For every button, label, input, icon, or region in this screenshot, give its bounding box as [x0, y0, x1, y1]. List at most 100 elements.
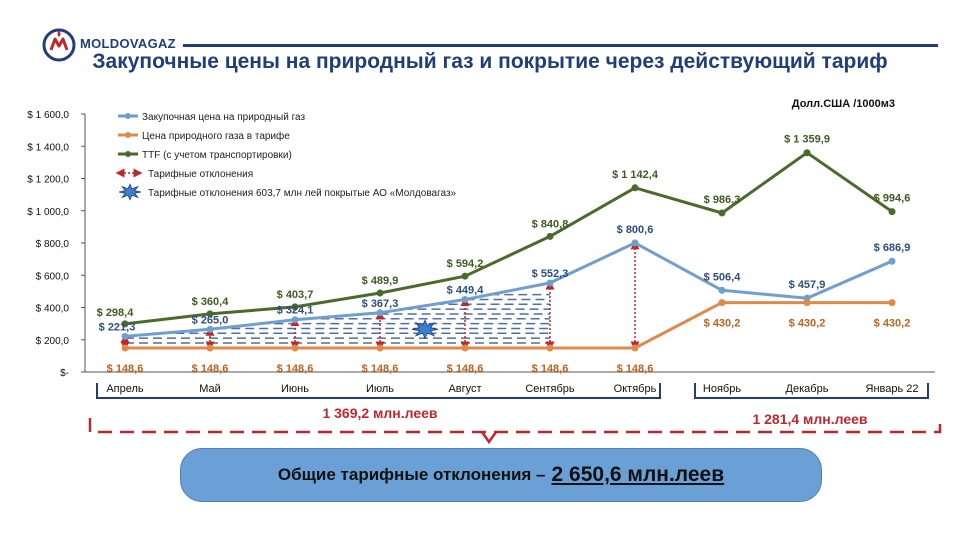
legend-label: TTF (с учетом транспортировки)	[142, 150, 292, 161]
x-tick-label: Январь 22	[866, 383, 919, 395]
tariff-price-data-label: $ 148,6	[617, 363, 654, 375]
tariff-price-data-label: $ 430,2	[704, 318, 741, 330]
purchase-price-point	[376, 309, 384, 317]
ttf-price-data-label: $ 489,9	[362, 275, 399, 287]
x-tick-label: Август	[448, 383, 481, 395]
ttf-price-line	[124, 151, 893, 326]
ttf-price-data-label: $ 1 142,4	[612, 169, 659, 181]
purchase-price-data-label: $ 367,3	[362, 298, 399, 310]
purchase-price-point	[121, 332, 129, 340]
tariff-price-data-label: $ 148,6	[107, 363, 144, 375]
total-bracket	[88, 418, 942, 434]
purchase-price-point	[206, 325, 214, 333]
purchase-price-data-label: $ 686,9	[874, 242, 911, 254]
tariff-price-point	[631, 344, 639, 352]
purchase-price-line	[124, 241, 893, 338]
purchase-price-point	[718, 286, 726, 294]
tariff-price-data-label: $ 148,6	[447, 363, 484, 375]
legend-swatch-point	[125, 132, 131, 138]
purchase-price-point	[888, 257, 896, 265]
ttf-price-point	[803, 149, 811, 157]
tariff-price-point	[376, 344, 384, 352]
purchase-price-data-label: $ 552,3	[532, 268, 569, 280]
y-tick-label: $ 400,0	[36, 304, 70, 315]
category-group-bracket-1	[96, 383, 661, 399]
ttf-price-point	[461, 272, 469, 280]
summary-value: 2 650,6 млн.леев	[551, 463, 725, 486]
x-tick-label: Июнь	[281, 383, 309, 395]
page-title: Закупочные цены на природный газ и покры…	[92, 50, 888, 73]
y-tick-label: $ 1 000,0	[27, 207, 69, 218]
purchase-price-point	[631, 239, 639, 247]
legend-starburst-icon	[118, 183, 142, 201]
purchase-price-data-label: $ 506,4	[704, 271, 742, 283]
tariff-price-data-label: $ 148,6	[192, 363, 229, 375]
header-divider	[183, 44, 938, 47]
x-tick-label: Май	[199, 383, 221, 395]
ttf-price-data-label: $ 986,3	[704, 194, 741, 206]
tariff-price-data-label: $ 430,2	[874, 318, 911, 330]
ttf-price-data-label: $ 594,2	[447, 258, 484, 270]
ttf-price-point	[291, 303, 299, 311]
tariff-price-data-label: $ 148,6	[362, 363, 399, 375]
x-tick-label: Июль	[366, 383, 394, 395]
unit-label: Долл.США /1000м3	[792, 98, 895, 110]
tariff-price-point	[206, 344, 214, 352]
brand-name: MOLDOVAGAZ	[80, 36, 176, 51]
legend-label: Закупочная цена на природный газ	[142, 112, 305, 123]
tariff-price-data-label: $ 430,2	[789, 318, 826, 330]
y-tick-label: $ 1 200,0	[27, 175, 69, 186]
y-tick-label: $-	[60, 368, 69, 379]
legend-label: Цена природного газа в тарифе	[142, 130, 290, 142]
header: MOLDOVAGAZ Закупочные цены на природный …	[0, 0, 980, 80]
legend-swatch-point	[125, 151, 131, 157]
tariff-price-point	[803, 299, 811, 307]
ttf-price-data-label: $ 298,4	[97, 307, 135, 319]
coverage-starburst-icon	[411, 319, 439, 340]
y-tick-label: $ 600,0	[36, 271, 70, 282]
moldovagaz-logo-icon	[42, 28, 76, 62]
ttf-price-data-label: $ 840,8	[532, 218, 569, 230]
tariff-price-point	[546, 344, 554, 352]
legend-label: Тарифные отклонения 603,7 млн лей покрыт…	[148, 187, 457, 199]
summary-text: Общие тарифные отклонения –	[277, 465, 546, 484]
tariff-price-line	[125, 301, 892, 350]
ttf-price-point	[206, 310, 214, 318]
ttf-price-point	[121, 320, 129, 328]
tariff-price-point	[718, 299, 726, 307]
ttf-price-data-label: $ 994,6	[874, 193, 911, 205]
x-tick-label: Ноябрь	[703, 383, 741, 395]
tariff-price-point	[121, 344, 129, 352]
purchase-price-point	[461, 296, 469, 304]
ttf-price-data-label: $ 1 359,9	[784, 134, 830, 146]
ttf-price-point	[888, 208, 896, 216]
x-tick-label: Апрель	[106, 383, 144, 395]
x-tick-label: Октябрь	[614, 383, 657, 395]
purchase-price-point	[291, 316, 299, 324]
tariff-price-data-label: $ 148,6	[277, 363, 314, 375]
ttf-price-point	[718, 209, 726, 217]
ttf-price-point	[546, 232, 554, 240]
legend-label: Тарифные отклонения	[148, 168, 253, 180]
summary-box: Общие тарифные отклонения – 2 650,6 млн.…	[180, 448, 822, 502]
ttf-price-point	[631, 184, 639, 192]
category-group-bracket-2	[694, 383, 929, 399]
legend-swatch-point	[125, 113, 131, 119]
purchase-price-data-label: $ 265,0	[192, 314, 229, 326]
y-tick-label: $ 800,0	[36, 239, 70, 250]
group-total-label: 1 369,2 млн.леев	[322, 405, 437, 421]
purchase-price-point	[546, 279, 554, 287]
x-tick-label: Сентябрь	[525, 383, 575, 395]
purchase-price-data-label: $ 449,4	[447, 285, 485, 297]
total-bracket-tip	[480, 431, 498, 445]
tariff-price-point	[291, 344, 299, 352]
tariff-price-point	[461, 344, 469, 352]
group-total-label: 1 281,4 млн.леев	[752, 411, 867, 427]
price-chart: $- $ 200,0 $ 400,0 $ 600,0 $ 800,0 $ 1 000,0 $…	[27, 98, 942, 445]
y-tick-label: $ 1 600,0	[27, 110, 69, 121]
x-tick-label: Декабрь	[786, 383, 829, 395]
purchase-price-data-label: $ 457,9	[789, 279, 826, 291]
y-tick-label: $ 200,0	[36, 336, 70, 347]
purchase-price-data-label: $ 800,6	[617, 224, 654, 236]
ttf-price-data-label: $ 403,7	[277, 289, 314, 301]
